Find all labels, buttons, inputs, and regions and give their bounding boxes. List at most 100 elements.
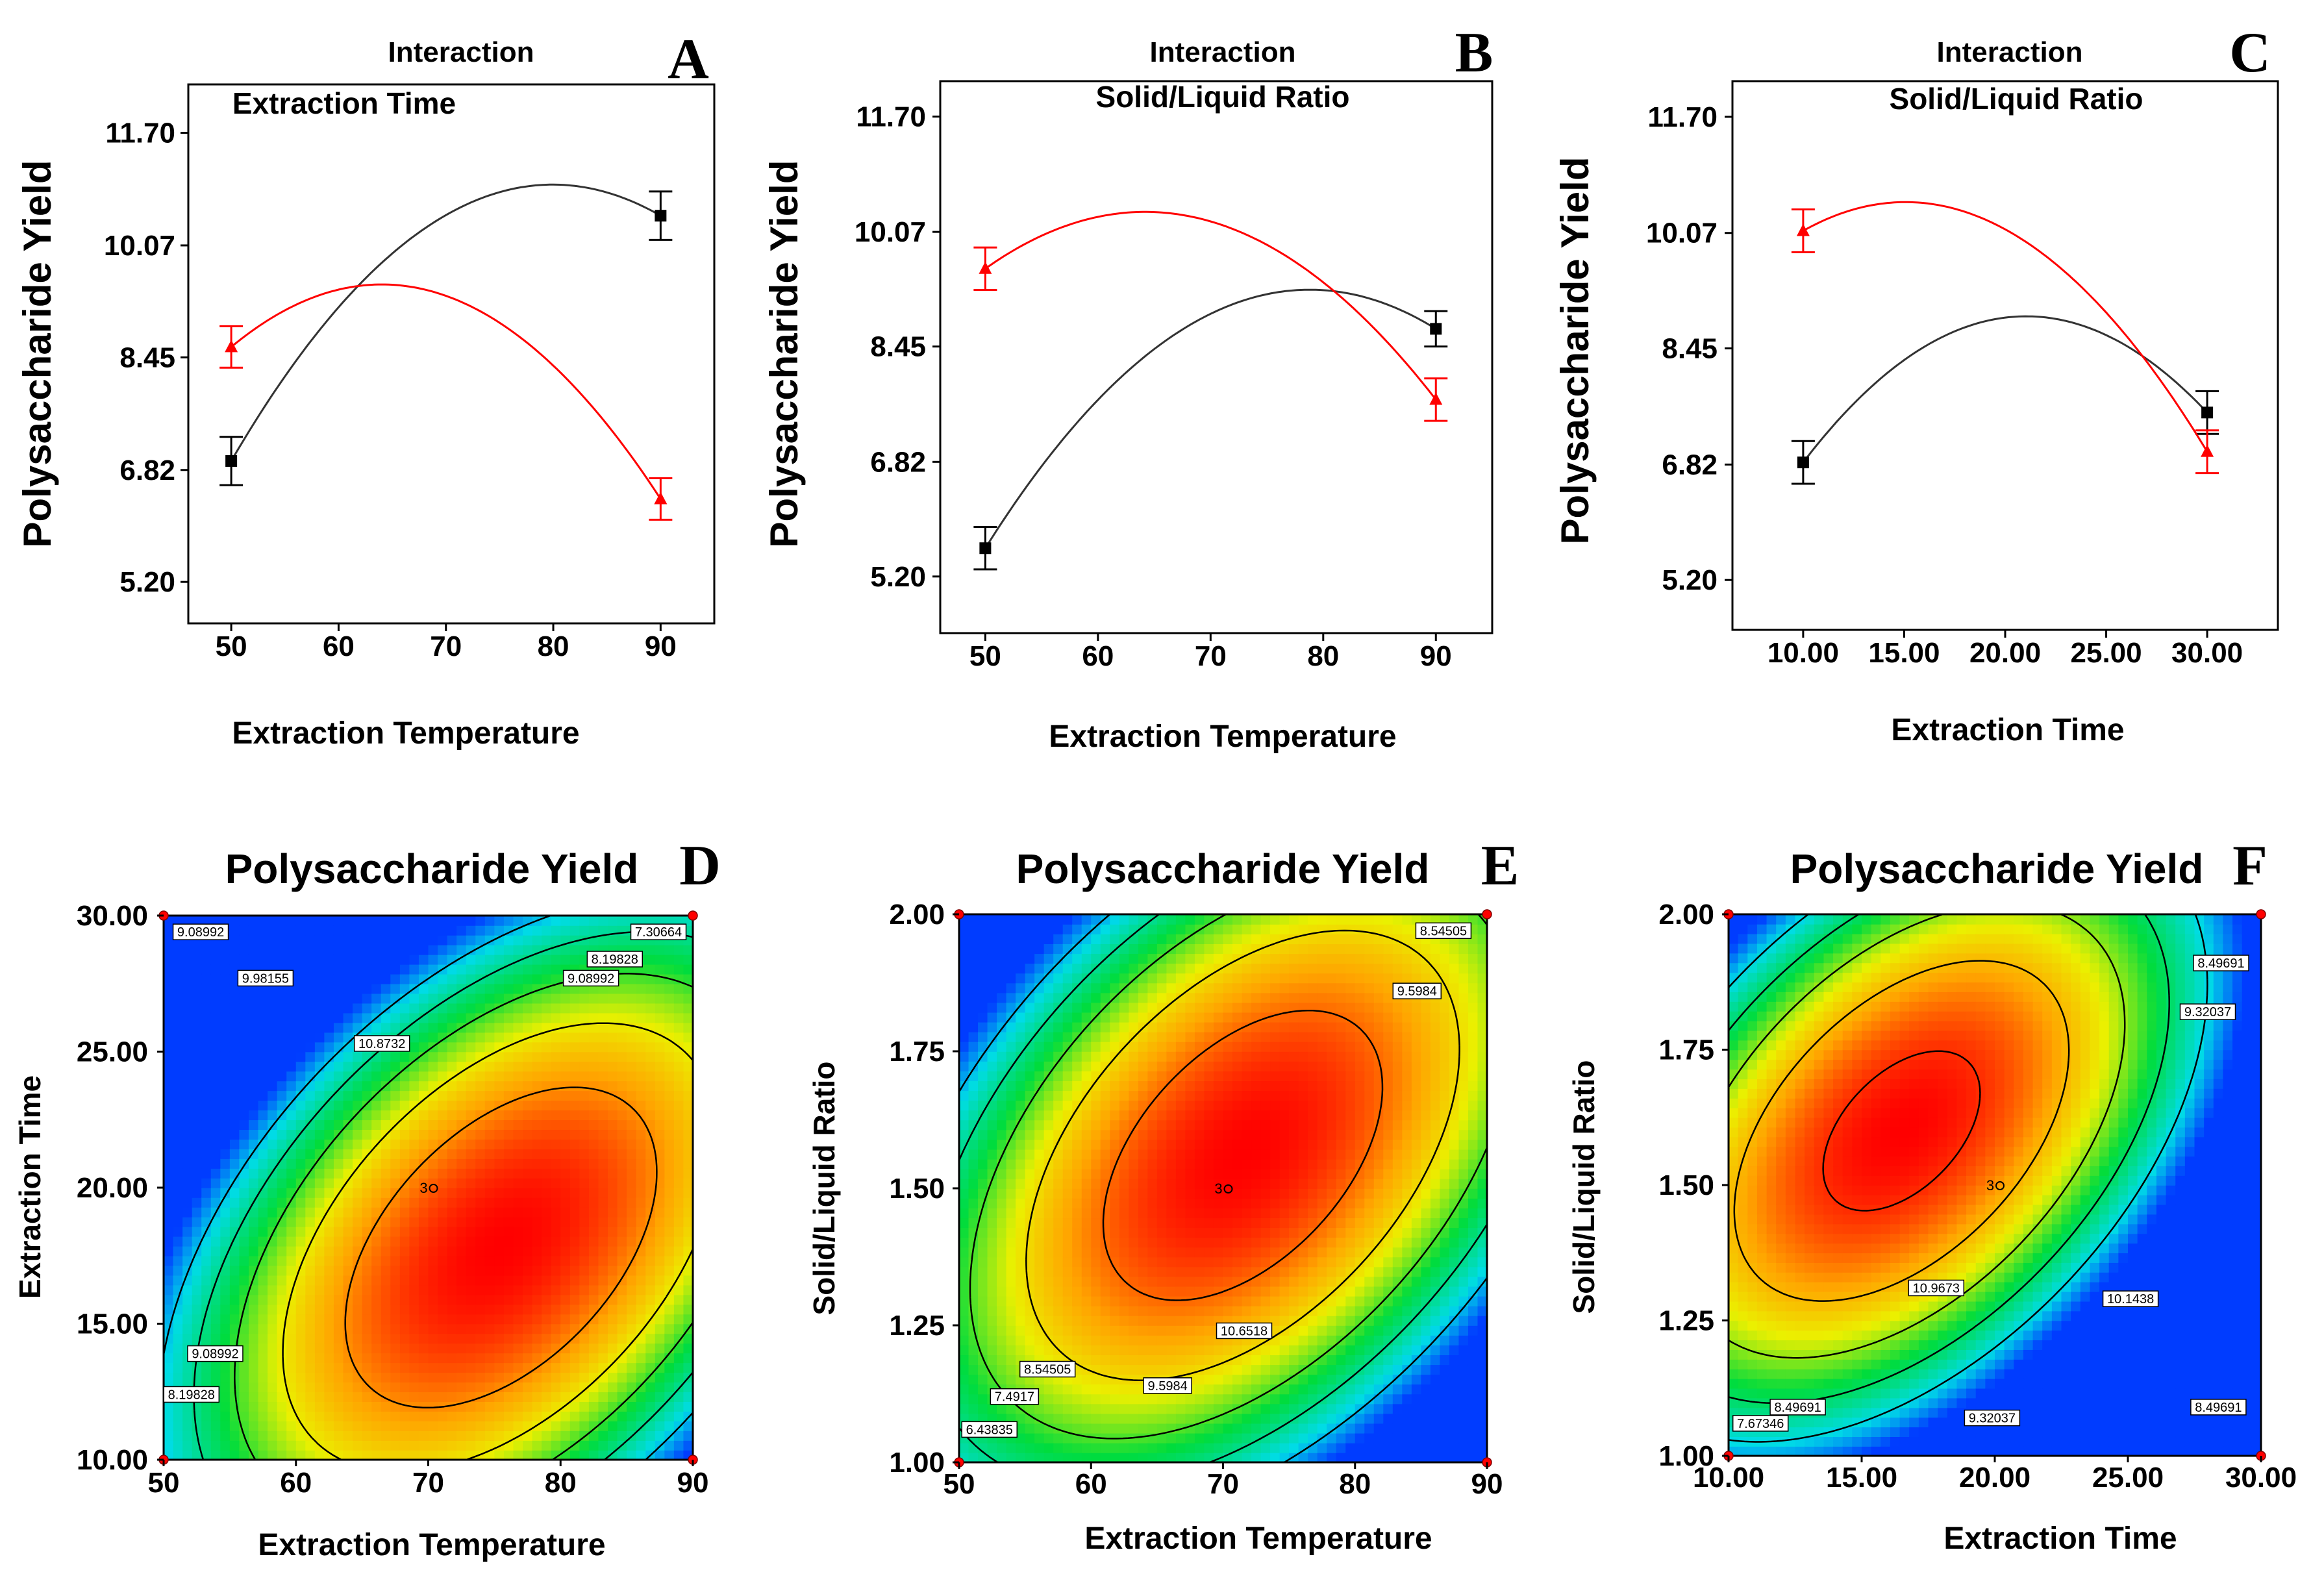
heatmap-cell: [569, 1353, 581, 1364]
heatmap-cell: [1053, 1452, 1064, 1463]
heatmap-cell: [268, 954, 278, 965]
x-tick-label: 50: [216, 631, 247, 662]
heatmap-cell: [173, 973, 183, 984]
heatmap-cell: [1166, 1452, 1177, 1463]
heatmap-cell: [1100, 973, 1111, 984]
heatmap-cell: [1119, 1286, 1130, 1297]
heatmap-cell: [1156, 1051, 1168, 1062]
heatmap-cell: [268, 1294, 278, 1305]
heatmap-cell: [1223, 1021, 1233, 1032]
heatmap-cell: [598, 1362, 608, 1373]
heatmap-cell: [164, 1032, 174, 1043]
heatmap-cell: [579, 1314, 590, 1325]
heatmap-cell: [164, 1440, 174, 1451]
heatmap-cell: [503, 1003, 514, 1014]
heatmap-cell: [636, 1158, 647, 1169]
heatmap-cell: [1166, 1012, 1177, 1023]
contour-label: 7.30664: [630, 923, 687, 940]
contour-label-box: [586, 951, 643, 968]
heatmap-cell: [333, 1284, 344, 1295]
heatmap-cell: [1062, 1139, 1073, 1150]
heatmap-cell: [1091, 1031, 1101, 1042]
heatmap-cell: [1175, 914, 1186, 925]
heatmap-cell: [1091, 1041, 1101, 1052]
heatmap-cell: [588, 1323, 599, 1334]
heatmap-cell: [324, 1168, 334, 1179]
heatmap-cell: [381, 1110, 392, 1121]
heatmap-cell: [551, 1206, 562, 1218]
heatmap-cell: [1072, 982, 1082, 993]
heatmap-cell: [1110, 1081, 1120, 1092]
heatmap-cell: [1156, 953, 1168, 964]
heatmap-cell: [182, 916, 193, 926]
heatmap-cell: [655, 983, 666, 994]
heatmap-cell: [1043, 1266, 1054, 1277]
heatmap-cell: [683, 1401, 693, 1412]
heatmap-cell: [523, 1294, 533, 1305]
heatmap-cell: [1043, 1227, 1054, 1238]
heatmap-cell: [258, 1110, 268, 1121]
heatmap-cell: [333, 1362, 344, 1373]
heatmap-cell: [314, 1275, 325, 1286]
heatmap-cell: [560, 944, 571, 955]
heatmap-cell: [201, 1206, 212, 1218]
heatmap-cell: [456, 1090, 467, 1101]
heatmap-cell: [220, 983, 231, 994]
heatmap-cell: [324, 1294, 334, 1305]
heatmap-cell: [978, 1119, 988, 1131]
heatmap-cell: [286, 1314, 297, 1325]
heatmap-cell: [1043, 953, 1054, 964]
heatmap-cell: [1185, 1218, 1195, 1229]
heatmap-cell: [655, 1061, 666, 1072]
heatmap-cell: [164, 1206, 174, 1218]
heatmap-cell: [1156, 1286, 1168, 1297]
heatmap-cell: [1053, 1237, 1064, 1248]
heatmap-cell: [362, 1110, 372, 1121]
heatmap-cell: [608, 1100, 618, 1111]
heatmap-cell: [314, 1372, 325, 1383]
heatmap-cell: [968, 1286, 979, 1297]
heatmap-cell: [1232, 1384, 1243, 1395]
heatmap-cell: [173, 1061, 183, 1072]
heatmap-cell: [1043, 1452, 1054, 1463]
heatmap-cell: [210, 1431, 221, 1441]
heatmap-cell: [1213, 992, 1224, 1003]
heatmap-cell: [182, 1216, 193, 1227]
heatmap-cell: [409, 1110, 419, 1121]
heatmap-cell: [428, 983, 438, 994]
heatmap-cell: [569, 1411, 581, 1421]
heatmap-cell: [1147, 1227, 1158, 1238]
heatmap-cell: [1129, 1168, 1139, 1179]
heatmap-cell: [295, 1236, 306, 1247]
heatmap-cell: [636, 1139, 647, 1149]
heatmap-cell: [182, 1042, 193, 1053]
heatmap-cell: [551, 1401, 562, 1412]
heatmap-cell: [1204, 934, 1214, 945]
heatmap-cell: [314, 934, 325, 945]
heatmap-cell: [1043, 1325, 1054, 1336]
heatmap-cell: [1204, 1325, 1214, 1336]
heatmap-cell: [239, 1149, 249, 1159]
heatmap-cell: [513, 1372, 523, 1383]
heatmap-cell: [466, 1168, 477, 1179]
heatmap-cell: [229, 1314, 240, 1325]
heatmap-cell: [248, 993, 259, 1004]
heatmap-cell: [1072, 992, 1082, 1003]
heatmap-cell: [192, 1265, 203, 1276]
heatmap-cell: [968, 1041, 979, 1052]
heatmap-cell: [617, 1392, 627, 1403]
heatmap-cell: [220, 1382, 231, 1393]
heatmap-cell: [579, 1090, 590, 1101]
heatmap-cell: [173, 1431, 183, 1441]
heatmap-cell: [362, 1100, 372, 1111]
heatmap-cell: [201, 1188, 212, 1198]
heatmap-cell: [428, 1343, 438, 1354]
heatmap-cell: [645, 1178, 656, 1188]
heatmap-cell: [484, 1450, 495, 1460]
heatmap-cell: [1100, 1315, 1111, 1326]
heatmap-cell: [523, 1275, 533, 1286]
heatmap-cell: [201, 1090, 212, 1101]
heatmap-cell: [1213, 1149, 1224, 1160]
data-point-triangle: [979, 261, 992, 274]
heatmap-cell: [210, 1188, 221, 1198]
